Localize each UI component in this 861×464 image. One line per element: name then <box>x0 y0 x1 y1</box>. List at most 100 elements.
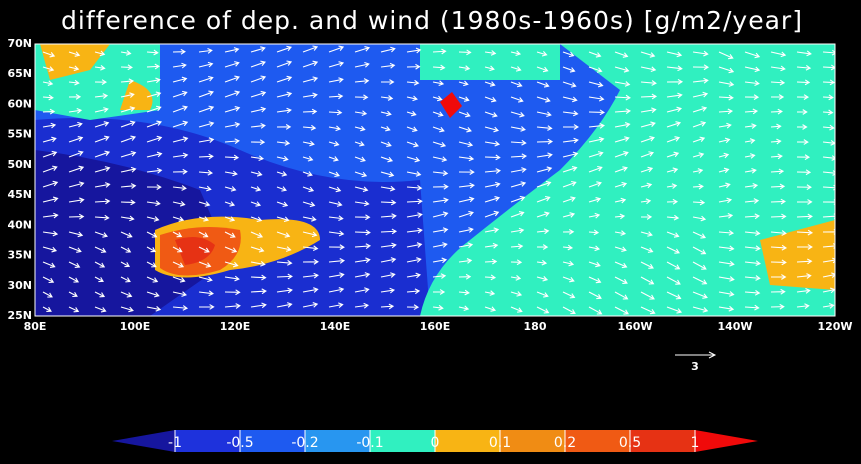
wind-arrow <box>224 122 241 128</box>
wind-arrow <box>692 199 706 206</box>
wind-arrow <box>484 65 495 72</box>
wind-arrow <box>328 140 340 147</box>
wind-arrow <box>302 302 319 308</box>
wind-arrow <box>640 198 652 205</box>
wind-arrow <box>640 121 656 128</box>
wind-arrow <box>172 246 183 253</box>
wind-arrow <box>458 242 474 249</box>
wind-arrow <box>510 210 525 218</box>
wind-arrow <box>224 186 237 192</box>
wind-arrow <box>198 75 214 83</box>
wind-arrow <box>406 257 422 263</box>
wind-arrow <box>172 105 188 113</box>
wind-arrow <box>822 79 835 86</box>
wind-arrow <box>666 291 682 300</box>
wind-arrow <box>796 79 811 86</box>
wind-arrow <box>146 77 161 84</box>
wind-arrow <box>198 246 210 253</box>
wind-arrow <box>770 153 783 160</box>
wind-arrow <box>562 276 575 283</box>
wind-arrow <box>94 107 109 113</box>
wind-arrow <box>458 258 473 264</box>
wind-arrow <box>198 304 215 310</box>
wind-arrow <box>640 66 657 73</box>
wind-arrow <box>276 171 288 177</box>
wind-arrow <box>198 121 215 128</box>
wind-arrow <box>796 139 809 145</box>
wind-arrow <box>796 229 814 236</box>
colorbar-label: 0 <box>431 435 440 451</box>
wind-arrow <box>536 195 551 203</box>
wind-arrow <box>94 198 111 205</box>
wind-arrow <box>94 276 104 283</box>
wind-arrow <box>562 137 579 144</box>
wind-arrow <box>354 287 370 293</box>
wind-arrow <box>692 64 710 71</box>
wind-arrow <box>744 167 757 174</box>
wind-arrow <box>484 227 500 233</box>
wind-arrow <box>510 96 524 103</box>
wind-arrow <box>328 287 345 293</box>
wind-arrow <box>276 201 289 208</box>
wind-arrow <box>588 136 605 143</box>
wind-arrow <box>536 51 548 57</box>
wind-arrow <box>588 306 603 315</box>
wind-arrow <box>354 214 371 221</box>
wind-arrow <box>276 60 293 68</box>
wind-arrow <box>510 291 523 297</box>
wind-arrow <box>354 272 371 278</box>
wind-arrow <box>432 211 449 218</box>
wind-arrow <box>302 258 319 265</box>
wind-arrow <box>172 200 186 207</box>
wind-arrow <box>224 47 240 53</box>
wind-arrow <box>406 184 423 191</box>
wind-arrow <box>666 92 683 99</box>
wind-arrow <box>744 213 761 220</box>
wind-arrow <box>432 156 448 162</box>
wind-arrow <box>562 306 576 315</box>
wind-arrow <box>796 64 812 71</box>
lat-label: 55N <box>7 128 32 141</box>
wind-arrow <box>302 171 313 177</box>
colorbar-label: 1 <box>691 435 700 451</box>
wind-arrow <box>68 276 80 283</box>
wind-arrow <box>224 75 240 83</box>
wind-arrow <box>588 276 602 284</box>
colorbar-label: -1 <box>168 435 182 451</box>
wind-arrow <box>770 303 785 310</box>
wind-arrow <box>354 171 368 178</box>
wind-arrow <box>562 165 578 173</box>
wind-arrow <box>614 291 629 300</box>
wind-arrow <box>510 126 526 132</box>
wind-vectors <box>42 45 835 315</box>
wind-arrow <box>666 78 684 85</box>
wind-arrow <box>614 276 628 285</box>
wind-arrow <box>68 246 82 253</box>
wind-arrow <box>276 231 291 238</box>
wind-arrow <box>224 90 241 98</box>
wind-arrow <box>822 155 835 161</box>
colorbar-label: 0.5 <box>619 435 641 451</box>
wind-arrow <box>458 126 472 133</box>
colorbar-box <box>630 430 695 452</box>
wind-arrow <box>484 290 496 296</box>
field-teal-north <box>420 44 560 80</box>
wind-arrow <box>744 108 759 115</box>
wind-arrow <box>536 180 552 188</box>
wind-arrow <box>536 228 550 235</box>
colorbar-box <box>435 430 500 452</box>
wind-arrow <box>718 197 733 204</box>
wind-arrow <box>588 81 604 88</box>
wind-arrow <box>224 170 238 177</box>
wind-arrow <box>146 167 163 174</box>
wind-arrow <box>94 150 111 158</box>
wind-arrow <box>796 94 810 100</box>
wind-arrow <box>68 261 81 268</box>
wind-arrow <box>796 244 813 250</box>
wind-arrow <box>42 180 59 188</box>
wind-arrow <box>666 183 678 189</box>
wind-arrow <box>666 167 679 173</box>
wind-arrow <box>770 274 787 280</box>
wind-arrow <box>42 66 55 72</box>
wind-arrow <box>42 108 56 115</box>
